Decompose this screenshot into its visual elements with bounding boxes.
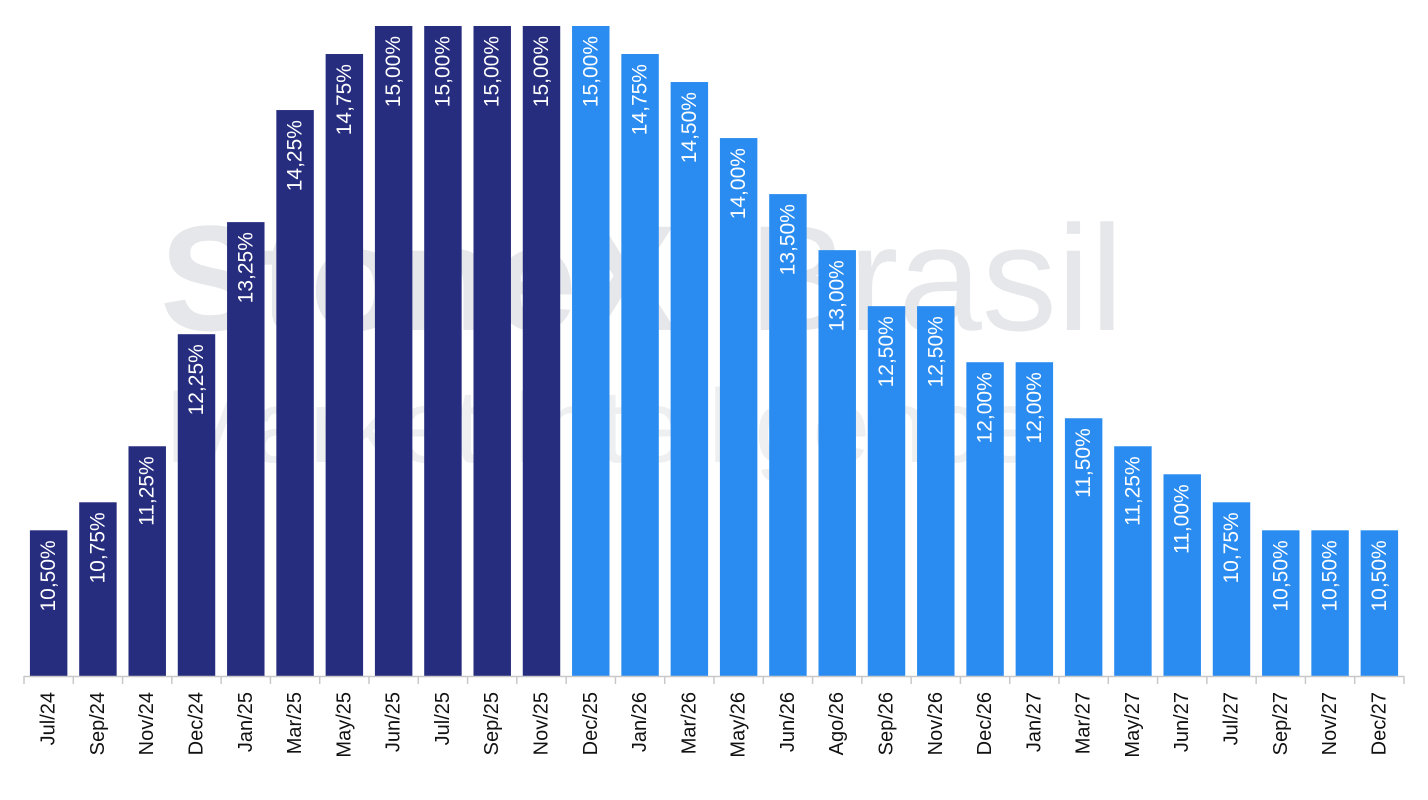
x-tick-label: Mar/26 <box>678 692 700 754</box>
bar-value-label: 15,00% <box>579 36 602 107</box>
x-tick-label: Sep/27 <box>1270 692 1292 755</box>
bar-value-label: 14,00% <box>727 148 750 219</box>
bar-dec-24 <box>177 334 216 676</box>
x-tick-label: Mar/25 <box>284 692 306 754</box>
bar-nov-24 <box>128 446 166 676</box>
bar-value-label: 13,00% <box>826 260 849 331</box>
bar-value-label: 10,50% <box>1319 540 1342 611</box>
x-tick-label: Sep/25 <box>481 692 503 755</box>
bar-value-label: 14,50% <box>678 92 701 163</box>
bar-nov-27 <box>1311 530 1349 676</box>
bar-dec-25 <box>572 26 610 676</box>
bar-value-label: 14,75% <box>333 64 356 135</box>
bar-may-25 <box>325 54 364 676</box>
x-tick-label: Dec/26 <box>974 692 996 755</box>
bar-sep-24 <box>79 502 117 676</box>
x-tick-label: Nov/26 <box>925 692 947 755</box>
x-tick-label: Sep/26 <box>876 692 898 755</box>
x-tick-label: Jun/26 <box>777 692 799 752</box>
x-tick-label: Ago/26 <box>826 692 848 755</box>
x-tick-label: Dec/24 <box>186 692 208 755</box>
bar-value-label: 15,00% <box>530 36 553 107</box>
bar-sep-26 <box>867 306 906 676</box>
x-tick-label: Jan/27 <box>1023 692 1045 752</box>
x-tick-label: Jan/26 <box>629 692 651 752</box>
bar-value-label: 12,50% <box>875 316 898 387</box>
bar-ago-26 <box>818 250 856 676</box>
x-tick-label: Nov/27 <box>1319 692 1341 755</box>
bar-value-label: 10,75% <box>86 512 109 583</box>
x-tick-label: May/26 <box>728 692 750 758</box>
bar-value-label: 14,75% <box>629 64 652 135</box>
x-tick-label: May/25 <box>333 692 355 758</box>
bars <box>29 26 1399 677</box>
x-tick-label: Dec/25 <box>580 692 602 755</box>
x-tick-label: May/27 <box>1122 692 1144 758</box>
x-ticks <box>23 676 1405 684</box>
x-tick-label: Jul/25 <box>432 692 454 745</box>
bar-jun-25 <box>374 26 413 676</box>
x-tick-label: Nov/25 <box>531 692 553 755</box>
bar-jan-26 <box>621 54 659 676</box>
bar-value-label: 10,75% <box>1220 512 1243 583</box>
bar-mar-26 <box>670 82 709 676</box>
bar-jan-27 <box>1015 362 1054 676</box>
bar-dec-26 <box>966 362 1004 676</box>
bar-value-label: 11,25% <box>1121 456 1144 526</box>
x-tick-label: Jul/27 <box>1221 692 1243 745</box>
bar-value-label: 11,00% <box>1171 484 1194 554</box>
bar-value-label: 15,00% <box>431 36 454 107</box>
bar-value-label: 10,50% <box>1269 540 1292 611</box>
bar-jul-27 <box>1212 502 1251 676</box>
bar-value-label: 14,25% <box>284 120 307 191</box>
x-tick-label: Jan/25 <box>235 692 257 752</box>
bar-value-label: 12,00% <box>974 372 997 443</box>
bar-value-label: 11,50% <box>1072 428 1095 498</box>
bar-dec-27 <box>1360 530 1399 676</box>
bar-jul-24 <box>29 530 68 676</box>
bar-value-label: 12,50% <box>924 316 947 387</box>
bar-jun-26 <box>769 194 807 676</box>
bar-value-label: 13,25% <box>234 232 257 303</box>
bar-labels: 10,50% 10,75% 11,25% 12,25% 13,25% 14,25% 14,7… <box>37 36 1391 612</box>
bar-value-label: 12,00% <box>1023 372 1046 443</box>
x-tick-label: Dec/27 <box>1368 692 1390 755</box>
bar-value-label: 12,25% <box>185 344 208 415</box>
x-tick-label: Jun/25 <box>383 692 405 752</box>
bar-value-label: 13,50% <box>776 204 799 275</box>
bar-value-label: 15,00% <box>382 36 405 107</box>
bar-jan-25 <box>227 222 265 676</box>
bar-jun-27 <box>1163 474 1201 676</box>
x-tick-label: Jun/27 <box>1171 692 1193 752</box>
x-tick-label: Mar/27 <box>1073 692 1095 754</box>
x-tick-label: Sep/24 <box>87 692 109 755</box>
bar-value-label: 15,00% <box>481 36 504 107</box>
bar-jul-25 <box>424 26 462 676</box>
bar-value-label: 10,50% <box>37 540 60 611</box>
x-tick-label: Nov/24 <box>136 692 158 755</box>
bar-mar-25 <box>276 110 314 677</box>
bar-may-27 <box>1114 446 1152 676</box>
x-tick-label: Jul/24 <box>38 692 60 745</box>
bar-mar-27 <box>1064 418 1103 676</box>
bar-may-26 <box>719 138 758 676</box>
x-tick-labels: Jul/24 Sep/24 Nov/24 Dec/24 Jan/25 Mar/25 May/… <box>38 692 1391 758</box>
bar-sep-27 <box>1262 530 1300 676</box>
bar-value-label: 10,50% <box>1368 540 1391 611</box>
bar-sep-25 <box>473 26 511 676</box>
bar-value-label: 11,25% <box>136 456 159 526</box>
bar-nov-25 <box>522 26 561 676</box>
bar-nov-26 <box>917 306 955 676</box>
